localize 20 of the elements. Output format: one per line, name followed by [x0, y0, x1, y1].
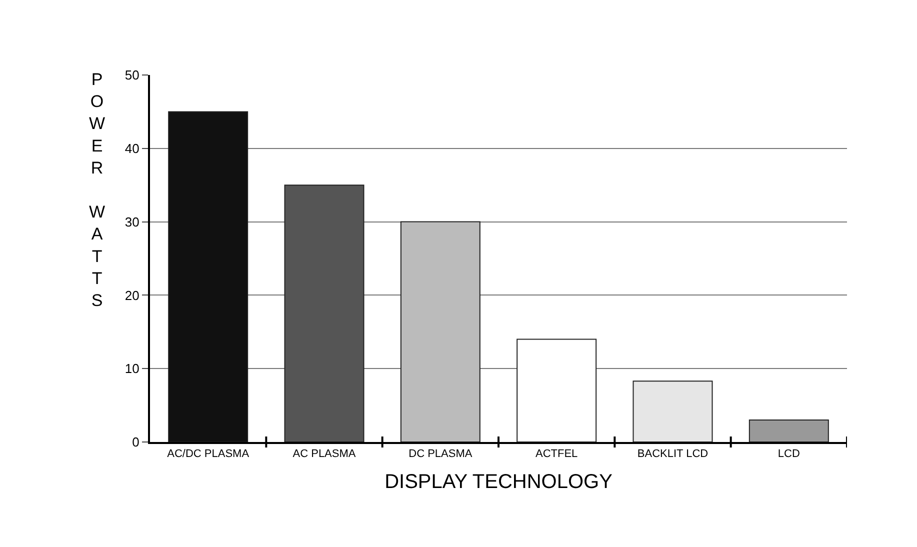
- bar: [632, 380, 713, 442]
- bar: [168, 111, 248, 442]
- text: POWER WATTS: [89, 70, 106, 310]
- y-tick-label: 10: [124, 361, 140, 376]
- bar: [748, 419, 829, 442]
- bar: [400, 221, 480, 442]
- x-tick-label: LCD: [778, 448, 800, 460]
- x-tick-label: AC PLASMA: [292, 448, 356, 460]
- x-tick-label: ACTFEL: [535, 448, 578, 460]
- y-tick-label: 0: [132, 434, 140, 450]
- x-tick-label: AC/DC PLASMA: [167, 448, 250, 460]
- y-tick-label: 50: [124, 68, 140, 83]
- y-tick-label: 20: [124, 288, 140, 303]
- bar: [284, 184, 364, 442]
- y-tick-label: 30: [124, 214, 140, 230]
- y-tick-label: 40: [124, 140, 140, 156]
- bar: [516, 338, 597, 442]
- x-tick-label: BACKLIT LCD: [637, 448, 708, 460]
- x-tick-label: DC PLASMA: [408, 448, 473, 460]
- x-axis-title: DISPLAY TECHNOLOGY: [384, 471, 612, 494]
